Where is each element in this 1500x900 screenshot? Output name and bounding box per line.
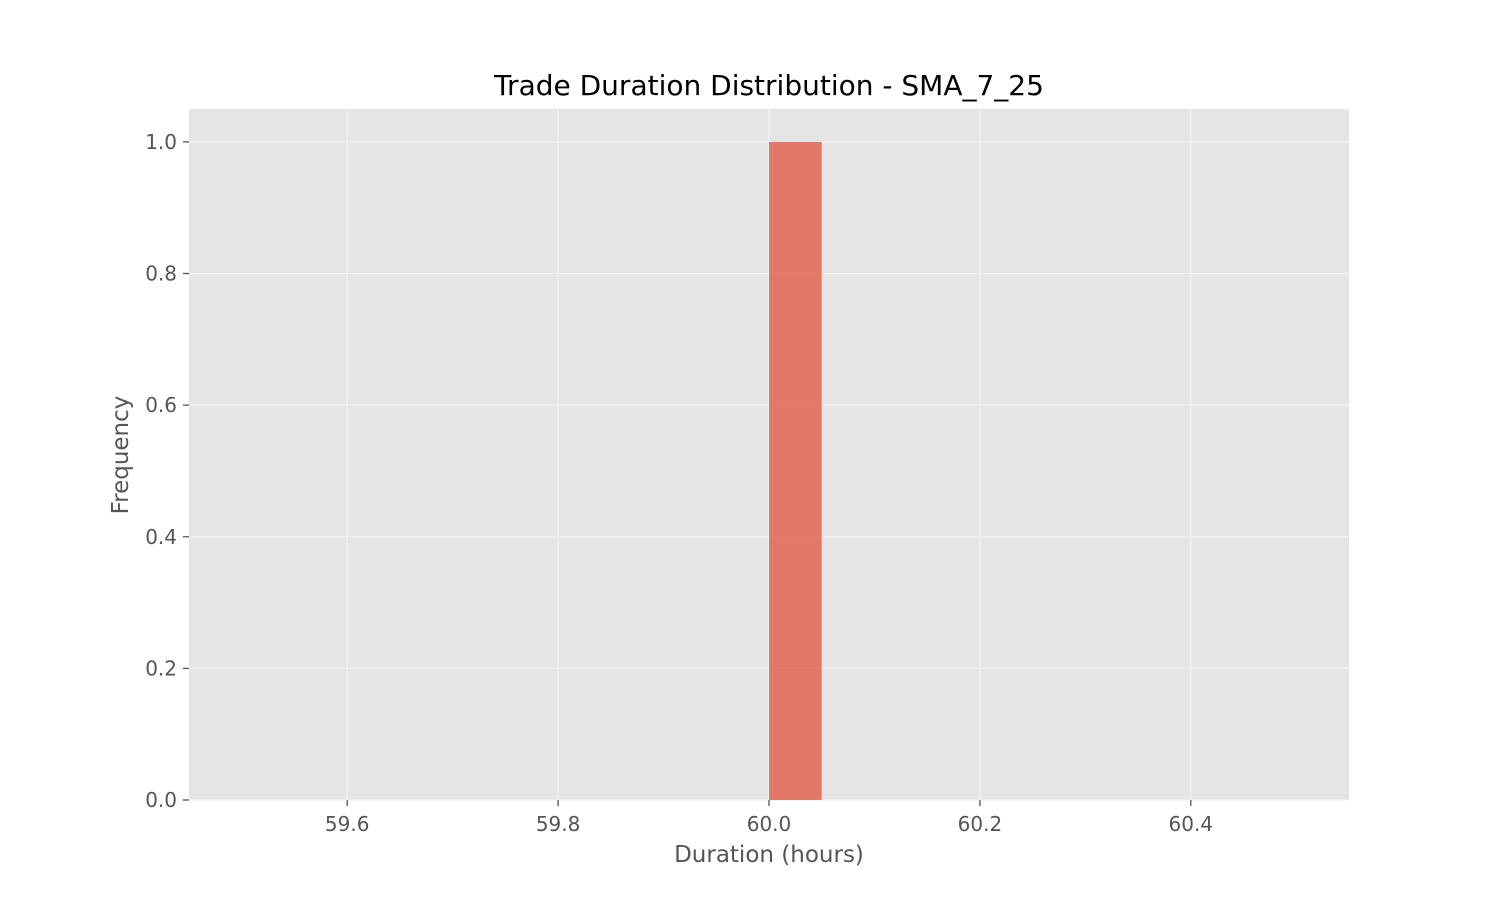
x-tick-label: 60.0 xyxy=(747,812,792,836)
y-tick-label: 0.2 xyxy=(145,656,177,680)
y-tick-label: 0.6 xyxy=(145,393,177,417)
x-tick-label: 60.4 xyxy=(1169,812,1214,836)
x-axis-ticks: 59.6 59.8 60.0 60.2 60.4 xyxy=(325,800,1213,836)
chart-title: Trade Duration Distribution - SMA_7_25 xyxy=(493,69,1044,102)
y-axis-ticks: 0.0 0.2 0.4 0.6 0.8 1.0 xyxy=(145,130,189,812)
y-axis-label: Frequency xyxy=(108,396,134,515)
y-tick-label: 0.0 xyxy=(145,788,177,812)
x-axis-label: Duration (hours) xyxy=(674,842,864,868)
x-tick-label: 59.8 xyxy=(536,812,581,836)
y-tick-label: 0.8 xyxy=(145,262,177,286)
histogram-bar xyxy=(769,141,822,800)
x-tick-label: 60.2 xyxy=(958,812,1003,836)
y-tick-label: 0.4 xyxy=(145,525,177,549)
y-tick-label: 1.0 xyxy=(145,130,177,154)
histogram-bars xyxy=(769,141,822,800)
x-tick-label: 59.6 xyxy=(325,812,370,836)
